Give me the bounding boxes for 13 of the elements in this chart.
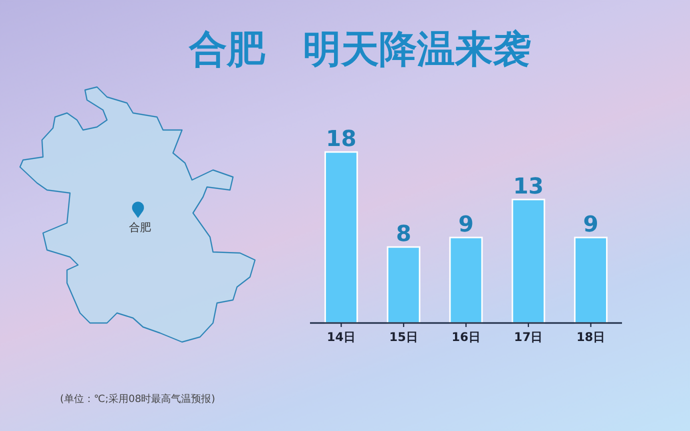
x-tick-label: 17日 bbox=[514, 330, 543, 344]
x-tick-label: 14日 bbox=[326, 330, 356, 344]
x-tick-label: 16日 bbox=[452, 330, 480, 344]
annotation: (单位：℃;采用08时最高气温预报) bbox=[60, 394, 216, 405]
title: 合肥 明天降温来袭 bbox=[189, 27, 531, 71]
data-label: 13 bbox=[513, 174, 544, 200]
data-label: 9 bbox=[458, 212, 474, 238]
x-tick-label: 18日 bbox=[576, 330, 606, 344]
data-label: 18 bbox=[326, 127, 357, 152]
data-label: 9 bbox=[583, 212, 598, 238]
data-label: 8 bbox=[396, 222, 412, 247]
x-tick-label: 15日 bbox=[389, 330, 418, 344]
annotation: 合肥 bbox=[129, 221, 151, 234]
